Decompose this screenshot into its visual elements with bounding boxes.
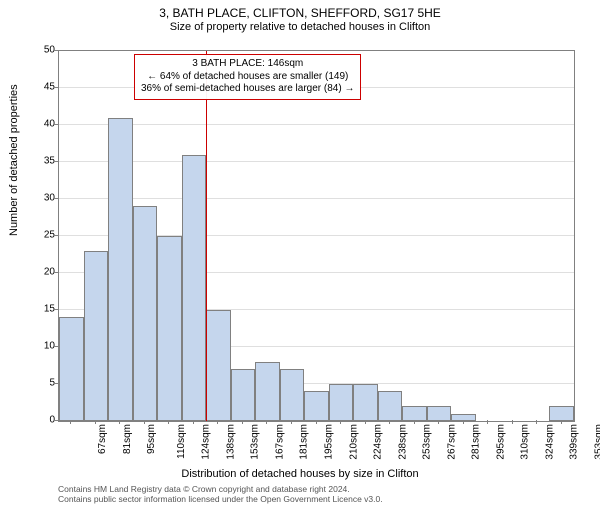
y-tick-mark [54, 198, 58, 199]
x-tick-mark [193, 420, 194, 424]
x-tick-label: 110sqm [176, 424, 187, 459]
y-tick-mark [54, 420, 58, 421]
x-tick-mark [536, 420, 537, 424]
y-tick-label: 15 [25, 304, 55, 315]
x-tick-mark [144, 420, 145, 424]
grid-line [59, 124, 574, 125]
marker-line [206, 51, 207, 421]
footer-text: Contains HM Land Registry data © Crown c… [58, 484, 383, 504]
y-tick-mark [54, 309, 58, 310]
annotation-line-2: ← 64% of detached houses are smaller (14… [141, 71, 354, 84]
x-tick-label: 339sqm [569, 424, 580, 460]
x-tick-label: 81sqm [122, 424, 133, 454]
x-tick-label: 353sqm [593, 424, 600, 460]
annotation-box: 3 BATH PLACE: 146sqm← 64% of detached ho… [134, 54, 361, 100]
chart-subtitle: Size of property relative to detached ho… [0, 21, 600, 33]
y-tick-label: 40 [25, 119, 55, 130]
histogram-bar [427, 406, 452, 421]
histogram-bar [280, 369, 305, 421]
x-tick-label: 153sqm [250, 424, 261, 460]
footer-line-1: Contains HM Land Registry data © Crown c… [58, 484, 383, 494]
x-tick-mark [242, 420, 243, 424]
y-tick-mark [54, 383, 58, 384]
x-tick-mark [389, 420, 390, 424]
histogram-bar [378, 391, 403, 421]
x-tick-label: 295sqm [495, 424, 506, 460]
x-tick-mark [291, 420, 292, 424]
x-tick-mark [70, 420, 71, 424]
x-tick-label: 95sqm [146, 424, 157, 454]
y-tick-mark [54, 87, 58, 88]
x-tick-mark [340, 420, 341, 424]
x-tick-mark [217, 420, 218, 424]
chart-title: 3, BATH PLACE, CLIFTON, SHEFFORD, SG17 5… [0, 6, 600, 20]
y-tick-mark [54, 235, 58, 236]
histogram-bar [353, 384, 378, 421]
x-tick-mark [561, 420, 562, 424]
x-tick-mark [266, 420, 267, 424]
y-tick-label: 45 [25, 82, 55, 93]
y-tick-mark [54, 124, 58, 125]
histogram-bar [84, 251, 109, 421]
x-tick-mark [463, 420, 464, 424]
x-tick-mark [168, 420, 169, 424]
x-tick-label: 124sqm [201, 424, 212, 460]
y-axis-label: Number of detached properties [8, 84, 20, 236]
annotation-line-3: 36% of semi-detached houses are larger (… [141, 83, 354, 96]
x-axis-label: Distribution of detached houses by size … [0, 468, 600, 480]
grid-line [59, 161, 574, 162]
grid-line [59, 198, 574, 199]
x-tick-label: 167sqm [275, 424, 286, 460]
footer-line-2: Contains public sector information licen… [58, 494, 383, 504]
x-tick-label: 267sqm [446, 424, 457, 460]
y-tick-label: 30 [25, 193, 55, 204]
x-tick-mark [438, 420, 439, 424]
y-tick-label: 25 [25, 230, 55, 241]
x-tick-label: 253sqm [422, 424, 433, 460]
x-tick-label: 67sqm [97, 424, 108, 454]
x-tick-mark [487, 420, 488, 424]
y-tick-mark [54, 346, 58, 347]
x-tick-label: 210sqm [348, 424, 359, 460]
y-tick-label: 10 [25, 341, 55, 352]
y-tick-label: 5 [25, 378, 55, 389]
x-tick-label: 281sqm [471, 424, 482, 460]
x-tick-mark [119, 420, 120, 424]
x-tick-label: 224sqm [373, 424, 384, 460]
histogram-bar [549, 406, 574, 421]
x-tick-label: 238sqm [397, 424, 408, 460]
y-tick-mark [54, 161, 58, 162]
plot-area: 3 BATH PLACE: 146sqm← 64% of detached ho… [58, 50, 575, 422]
histogram-bar [255, 362, 280, 421]
histogram-bar [108, 118, 133, 421]
annotation-line-1: 3 BATH PLACE: 146sqm [141, 58, 354, 71]
histogram-bar [402, 406, 427, 421]
x-tick-label: 195sqm [324, 424, 335, 460]
y-tick-mark [54, 272, 58, 273]
chart-container: 3, BATH PLACE, CLIFTON, SHEFFORD, SG17 5… [0, 6, 600, 506]
x-tick-label: 181sqm [299, 424, 310, 460]
y-tick-label: 0 [25, 415, 55, 426]
histogram-bar [304, 391, 329, 421]
y-tick-label: 35 [25, 156, 55, 167]
x-tick-mark [414, 420, 415, 424]
histogram-bar [231, 369, 256, 421]
y-tick-label: 20 [25, 267, 55, 278]
x-tick-mark [512, 420, 513, 424]
y-tick-label: 50 [25, 45, 55, 56]
x-tick-label: 310sqm [520, 424, 531, 460]
x-tick-label: 138sqm [225, 424, 236, 460]
histogram-bar [206, 310, 231, 421]
x-tick-mark [365, 420, 366, 424]
histogram-bar [133, 206, 158, 421]
x-tick-mark [316, 420, 317, 424]
y-tick-mark [54, 50, 58, 51]
histogram-bar [182, 155, 207, 421]
histogram-bar [157, 236, 182, 421]
x-tick-label: 324sqm [544, 424, 555, 460]
x-tick-mark [95, 420, 96, 424]
histogram-bar [59, 317, 84, 421]
histogram-bar [329, 384, 354, 421]
